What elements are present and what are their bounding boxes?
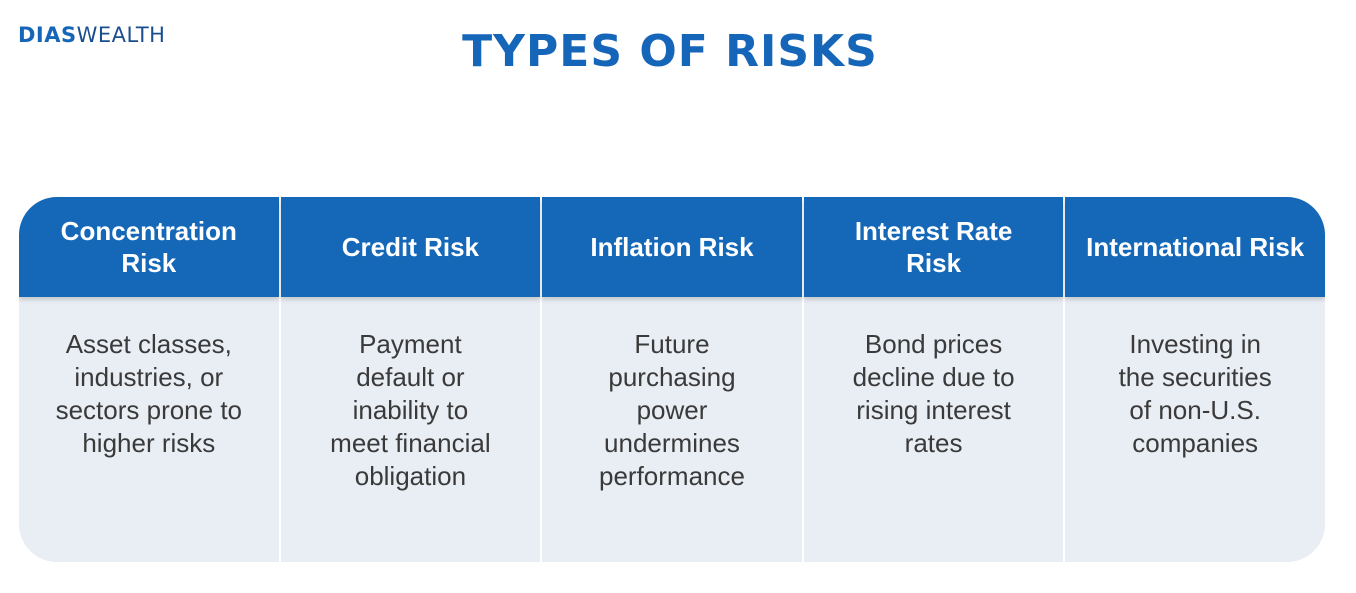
risk-description: Future purchasing power undermines perfo… — [599, 329, 745, 491]
risk-description-cell: Payment default or inability to meet fin… — [280, 297, 541, 562]
risk-description-cell: Investing in the securities of non-U.S. … — [1065, 297, 1325, 562]
logo-light-text: WEALTH — [76, 23, 166, 47]
risks-table: Concentration Risk Asset classes, indust… — [19, 197, 1325, 562]
risk-description-cell: Future purchasing power undermines perfo… — [542, 297, 802, 562]
risk-header: Inflation Risk — [542, 197, 802, 297]
risk-description: Bond prices decline due to rising intere… — [852, 329, 1015, 458]
page-title: TYPES OF RISKS — [462, 26, 878, 77]
logo-bold-text: DIAS — [18, 23, 77, 47]
risk-column-concentration: Concentration Risk Asset classes, indust… — [19, 197, 281, 562]
risk-header: Concentration Risk — [19, 197, 279, 297]
risk-header: Credit Risk — [280, 197, 541, 297]
risk-column-credit: Credit Risk Payment default or inability… — [280, 197, 543, 562]
risk-header: Interest Rate Risk — [803, 197, 1064, 297]
risk-description: Payment default or inability to meet fin… — [330, 329, 491, 491]
risk-header: International Risk — [1065, 197, 1325, 297]
risk-column-interest-rate: Interest Rate Risk Bond prices decline d… — [803, 197, 1066, 562]
risk-description-cell: Bond prices decline due to rising intere… — [803, 297, 1064, 562]
risk-column-inflation: Inflation Risk Future purchasing power u… — [542, 197, 804, 562]
risk-description-cell: Asset classes, industries, or sectors pr… — [19, 297, 279, 562]
risk-description: Investing in the securities of non-U.S. … — [1118, 329, 1272, 458]
risk-description: Asset classes, industries, or sectors pr… — [55, 329, 243, 458]
risk-column-international: International Risk Investing in the secu… — [1065, 197, 1325, 562]
dias-wealth-logo: DIASWEALTH — [18, 22, 165, 48]
